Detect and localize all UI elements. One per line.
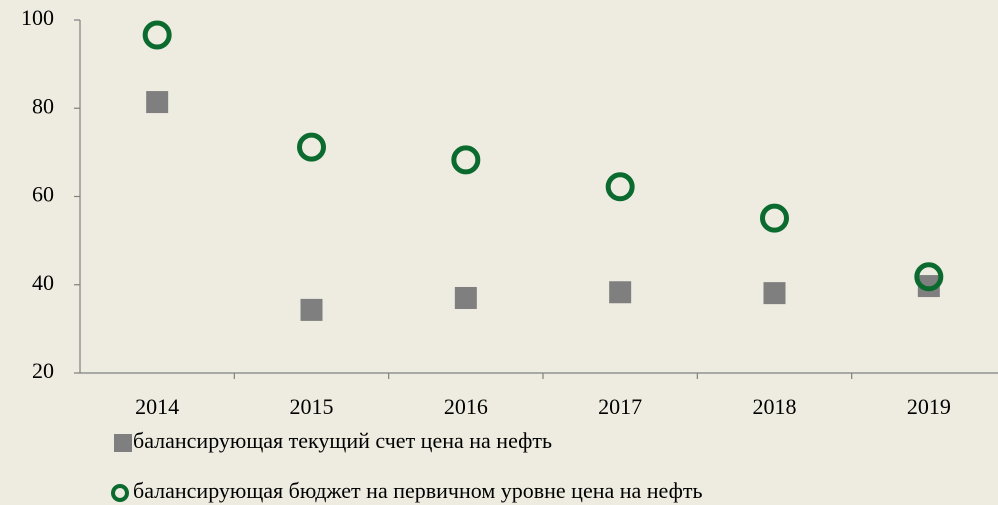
point bbox=[609, 281, 632, 304]
point bbox=[914, 262, 944, 292]
y-tick-label: 20 bbox=[32, 358, 54, 383]
point bbox=[297, 132, 326, 162]
y-tick-label: 100 bbox=[21, 5, 54, 30]
x-tick-label: 2014 bbox=[135, 394, 179, 419]
point bbox=[760, 203, 789, 233]
legend-marker bbox=[111, 484, 129, 502]
point bbox=[142, 20, 172, 50]
point bbox=[146, 91, 169, 114]
x-tick-label: 2015 bbox=[290, 394, 334, 419]
point bbox=[454, 286, 477, 309]
x-tick-label: 2017 bbox=[598, 394, 642, 419]
point bbox=[763, 282, 786, 305]
x-tick-label: 2018 bbox=[753, 394, 797, 419]
legend-label: балансирующая бюджет на первичном уровне… bbox=[133, 478, 703, 503]
x-tick-label: 2019 bbox=[907, 394, 951, 419]
legend-label: балансирующая текущий счет цена на нефть bbox=[133, 428, 552, 453]
point bbox=[300, 298, 323, 321]
point bbox=[451, 145, 481, 175]
point bbox=[917, 275, 940, 298]
y-tick-label: 80 bbox=[32, 93, 54, 118]
legend-marker bbox=[114, 434, 132, 452]
x-tick-label: 2016 bbox=[444, 394, 488, 419]
y-tick-label: 40 bbox=[32, 270, 54, 295]
y-tick-label: 60 bbox=[32, 182, 54, 207]
point bbox=[605, 172, 635, 202]
